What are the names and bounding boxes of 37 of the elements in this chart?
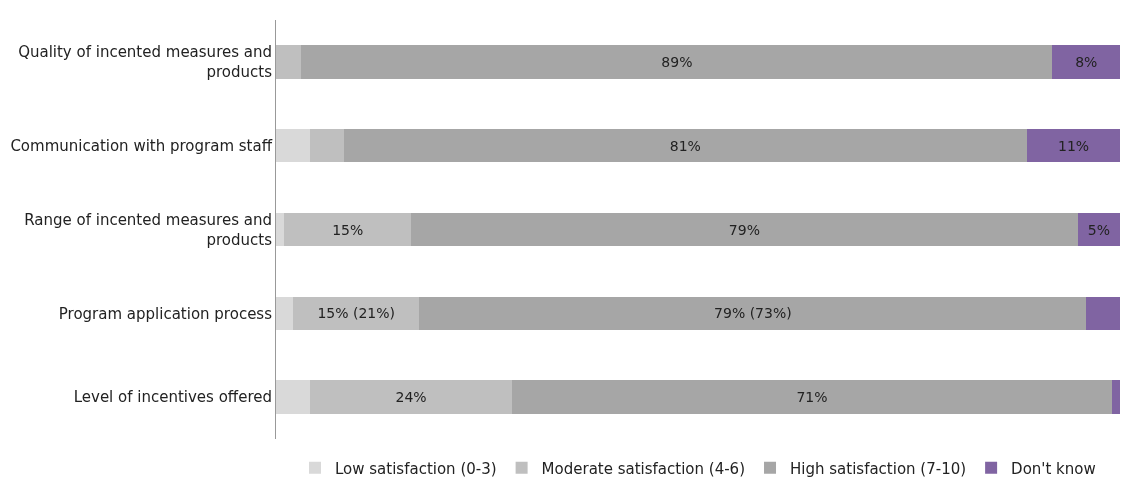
y-tick-label: Range of incented measures and products [24,211,273,249]
bar [309,380,513,414]
bar [276,128,310,163]
data-label: 81% [669,137,701,154]
data-label: 24% [395,389,427,406]
data-label: 8% [1075,53,1098,70]
bar [1086,296,1120,331]
y-tick-label: Program application process [58,304,273,323]
data-label: 11% [1058,137,1090,154]
data-label: 15% [332,221,364,238]
data-label: 71% [796,389,828,406]
bar [419,296,1087,331]
bar [343,128,1028,163]
bar [1111,380,1120,414]
bar [284,212,412,247]
bar [276,212,285,247]
bar [276,296,293,331]
bar [276,45,302,79]
legend-label: High satisfaction (7-10) [790,459,967,478]
data-label: 79% [728,221,760,238]
bar [276,380,310,414]
y-tick-label: Quality of incented measures and products [18,43,273,81]
data-label: 79% (73%) [714,305,792,322]
bar [1027,128,1120,163]
data-label: 15% (21%) [317,305,395,322]
bar [309,128,344,163]
legend-label: Don't know [1011,459,1096,478]
y-tick-label: Communication with program staff [10,136,273,155]
y-tick-label: Level of incentives offered [73,388,272,407]
data-label: 5% [1087,221,1111,238]
data-label: 89% [661,53,693,70]
legend-label: Low satisfaction (0-3) [335,459,497,478]
bar [1052,45,1120,79]
bar [411,212,1078,247]
legend-label: Moderate satisfaction (4-6) [541,459,746,478]
bar [512,380,1112,414]
bar [301,45,1053,79]
